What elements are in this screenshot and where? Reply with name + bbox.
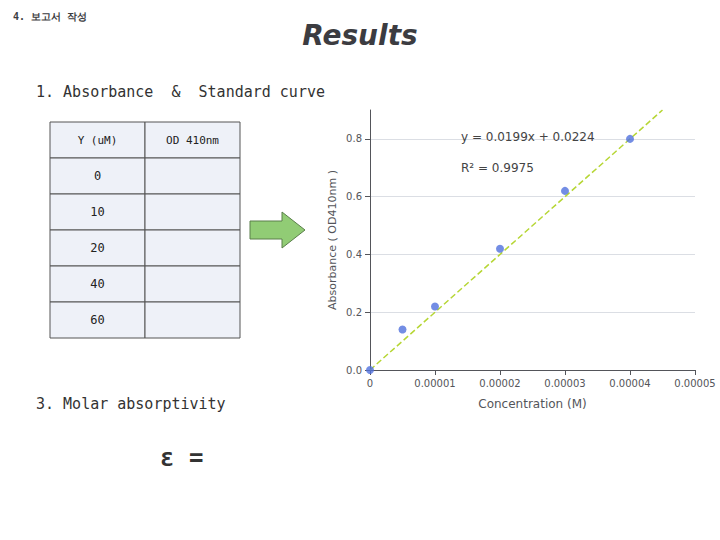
svg-text:3. Molar absorptivity: 3. Molar absorptivity [36, 395, 226, 413]
svg-text:4. 보고서 작성: 4. 보고서 작성 [13, 11, 87, 22]
svg-text:Absorbance ( OD410nm ): Absorbance ( OD410nm ) [326, 170, 339, 310]
svg-text:OD 410nm: OD 410nm [166, 134, 219, 147]
svg-text:0.00005: 0.00005 [674, 378, 715, 389]
svg-text:60: 60 [90, 313, 104, 327]
svg-text:0.00003: 0.00003 [544, 378, 585, 389]
svg-text:1. Absorbance & Standard cur: 1. Absorbance & Standard curve [36, 83, 325, 101]
svg-text:20: 20 [90, 241, 104, 255]
svg-text:ε =: ε = [160, 444, 203, 472]
svg-text:0.00001: 0.00001 [414, 378, 455, 389]
svg-text:Results: Results [302, 19, 417, 52]
svg-text:0.6: 0.6 [346, 191, 362, 202]
svg-text:40: 40 [90, 277, 104, 291]
svg-text:Concentration (M): Concentration (M) [478, 397, 586, 411]
svg-text:R² = 0.9975: R² = 0.9975 [461, 161, 534, 175]
svg-text:Y (uM): Y (uM) [78, 134, 118, 147]
svg-text:0.2: 0.2 [346, 307, 362, 318]
svg-text:0.8: 0.8 [346, 133, 362, 144]
svg-text:0: 0 [94, 169, 101, 183]
svg-text:0.00002: 0.00002 [479, 378, 520, 389]
svg-text:0.0: 0.0 [346, 365, 362, 376]
svg-text:10: 10 [90, 205, 104, 219]
svg-text:y = 0.0199x + 0.0224: y = 0.0199x + 0.0224 [461, 130, 595, 144]
svg-text:0: 0 [367, 378, 373, 389]
svg-text:0.4: 0.4 [346, 249, 362, 260]
svg-text:0.00004: 0.00004 [609, 378, 650, 389]
